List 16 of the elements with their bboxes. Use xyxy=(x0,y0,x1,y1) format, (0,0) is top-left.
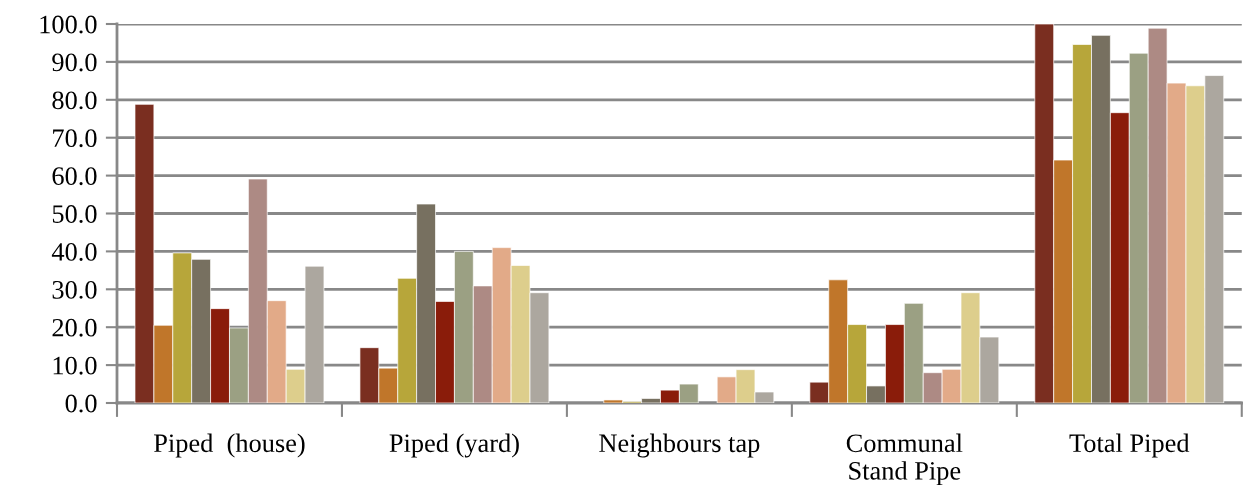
x-tick-label: Total Piped xyxy=(1069,433,1190,458)
y-tick-label: 20.0 xyxy=(52,318,97,337)
y-tick-label: 70.0 xyxy=(53,129,97,148)
y-tick-label: 40.0 xyxy=(51,243,97,261)
y-tick-label: 30.0 xyxy=(52,280,97,299)
x-tick-label: Communal Stand Pipe xyxy=(846,433,963,486)
y-tick-label: 60.0 xyxy=(52,167,97,186)
y-tick-label: 10.0 xyxy=(53,356,97,375)
x-tick-label: Piped (house) xyxy=(154,433,305,458)
y-tick-label: 0.0 xyxy=(65,394,97,413)
y-tick-label: 80.0 xyxy=(52,91,97,110)
x-tick-label: Piped (yard) xyxy=(389,433,519,458)
y-tick-label: 50.0 xyxy=(52,205,97,224)
x-tick-label: Neighbours tap xyxy=(599,433,760,458)
y-tick-label: 100.0 xyxy=(40,15,97,34)
y-tick-label: 90.0 xyxy=(52,53,97,72)
